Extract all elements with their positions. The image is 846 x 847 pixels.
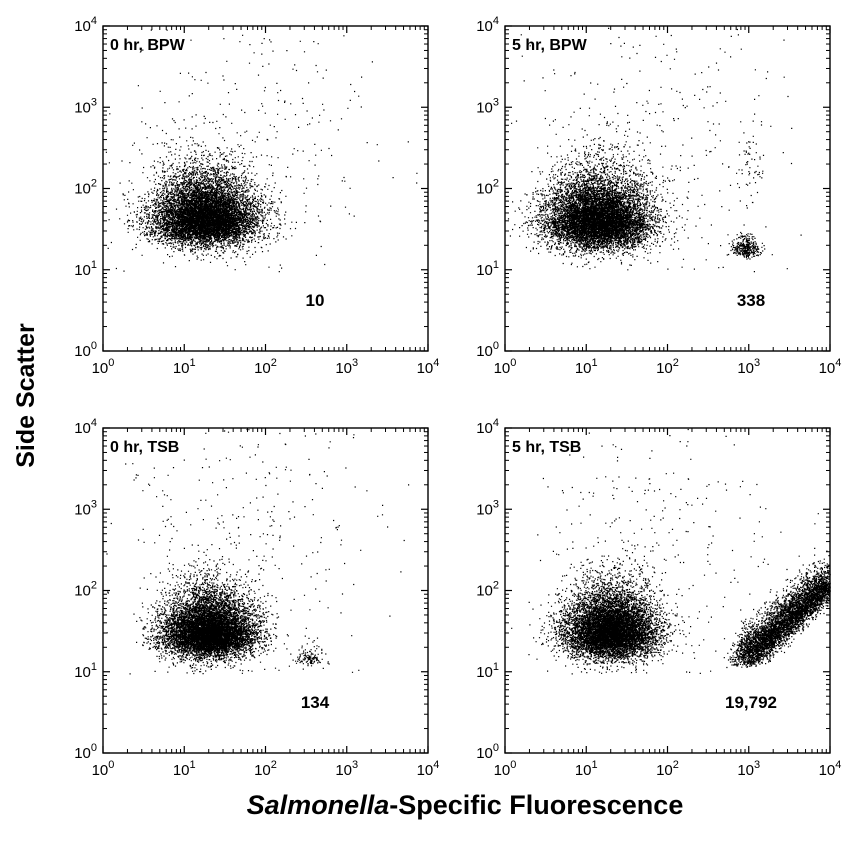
y-tick-label: 104: [476, 15, 499, 35]
x-tick-label: 100: [92, 357, 115, 377]
plot-grid: 100 101 102 103 104 100 101 102 103 104 0 hr, BPW 1…: [74, 15, 841, 779]
x-tick-label: 104: [819, 759, 842, 779]
x-tick-label: 103: [737, 357, 760, 377]
y-tick-label: 100: [476, 742, 499, 762]
x-tick-label: 102: [656, 357, 679, 377]
x-tick-label: 104: [417, 357, 440, 377]
y-tick-label: 102: [74, 178, 97, 198]
y-tick-label: 100: [74, 340, 97, 360]
scatter-points: [105, 29, 418, 273]
scatter-panel: 100 101 102 103 104 100 101 102 103 104 5 hr, TSB 1…: [476, 417, 841, 779]
plot-frame: [102, 25, 429, 352]
x-tick-label: 102: [254, 357, 277, 377]
x-tick-label: 103: [737, 759, 760, 779]
x-axis-label: Salmonella-Specific Fluorescence: [100, 790, 830, 821]
y-tick-label: 103: [476, 96, 499, 116]
y-tick-label: 101: [476, 661, 499, 681]
scatter-panel: 100 101 102 103 104 100 101 102 103 104 0 hr, TSB 1…: [74, 417, 439, 779]
panel-title: 0 hr, BPW: [110, 37, 186, 54]
x-axis-label-rest: -Specific Fluorescence: [389, 790, 684, 820]
x-tick-label: 104: [819, 357, 842, 377]
panel-title: 5 hr, TSB: [512, 439, 581, 456]
y-tick-label: 101: [74, 259, 97, 279]
x-tick-label: 101: [173, 357, 196, 377]
x-tick-label: 100: [494, 759, 517, 779]
scatter-panel: 100 101 102 103 104 100 101 102 103 104 0 hr, BPW 1…: [74, 15, 439, 377]
y-tick-label: 104: [476, 417, 499, 437]
x-tick-label: 103: [335, 759, 358, 779]
scatter-points: [106, 428, 410, 675]
x-tick-label: 101: [575, 759, 598, 779]
x-tick-label: 100: [494, 357, 517, 377]
scatter-points: [511, 428, 831, 675]
x-tick-label: 104: [417, 759, 440, 779]
scatter-points: [507, 27, 802, 273]
x-tick-label: 103: [335, 357, 358, 377]
x-axis-label-italic: Salmonella: [246, 790, 390, 820]
scatter-panel: 100 101 102 103 104 100 101 102 103 104 5 hr, BPW 3…: [476, 15, 841, 377]
y-tick-label: 100: [476, 340, 499, 360]
x-tick-label: 101: [173, 759, 196, 779]
y-tick-label: 102: [74, 580, 97, 600]
y-tick-label: 104: [74, 417, 97, 437]
x-tick-label: 102: [656, 759, 679, 779]
y-tick-label: 103: [74, 498, 97, 518]
x-tick-label: 102: [254, 759, 277, 779]
y-tick-label: 103: [74, 96, 97, 116]
y-axis-label: Side Scatter: [11, 322, 40, 468]
y-tick-label: 101: [74, 661, 97, 681]
event-count-label: 134: [301, 693, 330, 712]
y-tick-label: 102: [476, 178, 499, 198]
x-tick-label: 100: [92, 759, 115, 779]
y-tick-label: 102: [476, 580, 499, 600]
y-tick-label: 101: [476, 259, 499, 279]
panel-title: 5 hr, BPW: [512, 37, 588, 54]
event-count-label: 10: [306, 291, 325, 310]
plot-frame: [504, 427, 831, 754]
event-count-label: 338: [737, 291, 765, 310]
y-tick-label: 100: [74, 742, 97, 762]
y-tick-label: 104: [74, 15, 97, 35]
y-tick-label: 103: [476, 498, 499, 518]
plot-frame: [504, 25, 831, 352]
panel-title: 0 hr, TSB: [110, 439, 179, 456]
plot-frame: [102, 427, 429, 754]
x-tick-label: 101: [575, 357, 598, 377]
event-count-label: 19,792: [725, 693, 777, 712]
